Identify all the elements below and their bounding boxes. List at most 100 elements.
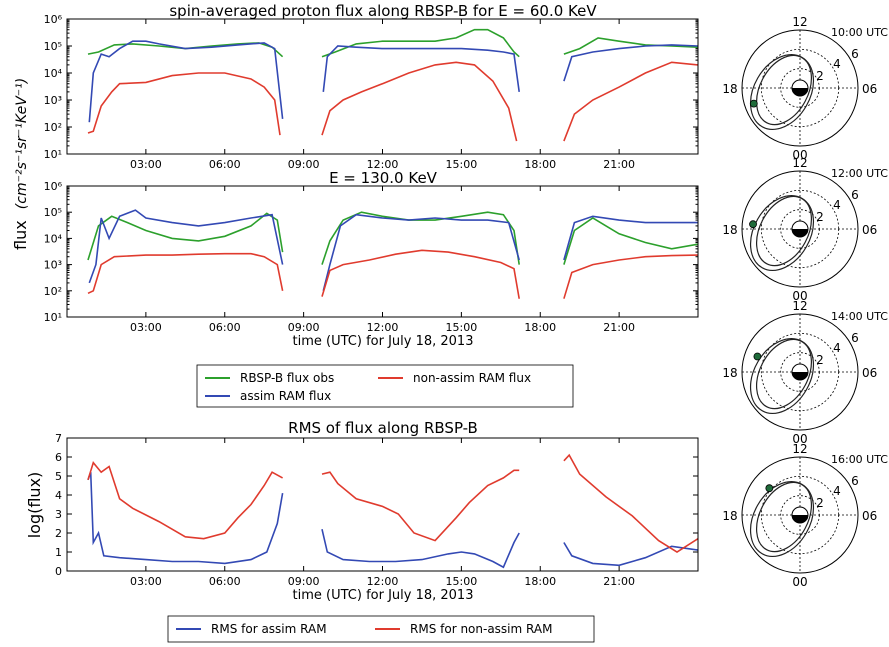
y-tick-label: 10⁵: [44, 40, 62, 53]
ring-label-6: 6: [851, 47, 859, 61]
orbit-path: [755, 54, 813, 126]
x-tick-label: 15:00: [446, 158, 478, 171]
ring-label-4: 4: [833, 341, 841, 355]
series-line-rms-for-non-assim-ram-seg2: [563, 453, 698, 553]
mlt-label-18: 18: [722, 366, 737, 380]
series-line-rms-for-assim-ram-seg0: [87, 471, 284, 565]
ring-label-2: 2: [816, 496, 824, 510]
spacecraft-marker: [765, 484, 774, 493]
x-tick-label: 09:00: [288, 158, 320, 171]
shared-ylabel: flux (cm⁻²s⁻¹sr⁻¹KeV⁻¹): [11, 78, 30, 250]
y-tick-label: 6: [55, 451, 62, 464]
orbit-path: [755, 195, 813, 267]
plot-frame: [66, 185, 699, 318]
x-tick-label: 06:00: [209, 575, 241, 588]
ring-label-4: 4: [833, 198, 841, 212]
y-tick-label: 3: [55, 508, 62, 521]
y-tick-label: 10⁴: [44, 232, 63, 245]
legend-label-nonassim: RMS for non-assim RAM: [410, 622, 552, 636]
y-tick-label: 10³: [44, 259, 62, 272]
ring-label-2: 2: [816, 353, 824, 367]
x-axis-label: time (UTC) for July 18, 2013: [293, 334, 474, 349]
mlt-label-18: 18: [722, 82, 737, 96]
y-tick-label: 10⁶: [44, 180, 63, 193]
y-tick-label: 10³: [44, 94, 62, 107]
series-line-rms-for-non-assim-ram-seg1: [321, 469, 520, 542]
ring-label-2: 2: [816, 210, 824, 224]
x-tick-label: 06:00: [209, 158, 241, 171]
series-line-assim-ram-flux-seg0: [88, 209, 284, 284]
y-tick-label: 10⁴: [44, 67, 63, 80]
x-tick-label: 21:00: [603, 321, 635, 334]
series-line-rbsp-b-flux-obs-seg1: [321, 211, 520, 265]
legend-label-assim: RMS for assim RAM: [211, 622, 327, 636]
orbit-path: [755, 338, 813, 410]
plot-frame: [66, 437, 699, 572]
orbit-plot-2: 12 00 18 06 246 14:00 UTC: [722, 299, 888, 446]
mlt-label-06: 06: [862, 366, 877, 380]
x-tick-label: 18:00: [524, 321, 556, 334]
legend-label-obs: RBSP-B flux obs: [240, 371, 334, 385]
orbit-plot-3: 12 00 18 06 246 16:00 UTC: [722, 442, 888, 589]
legend-label-nonassim: non-assim RAM flux: [413, 371, 531, 385]
y-tick-label: 10⁵: [44, 206, 62, 219]
rms-legend: RMS for assim RAM RMS for non-assim RAM: [167, 615, 595, 643]
series-line-non-assim-ram-flux-seg2: [563, 61, 698, 142]
series-line-assim-ram-flux-seg1: [322, 213, 520, 291]
y-tick-label: 1: [55, 546, 62, 559]
time-label: 10:00 UTC: [831, 26, 888, 39]
x-tick-label: 15:00: [446, 321, 478, 334]
shared-ylabel-units: (cm⁻²s⁻¹sr⁻¹KeV⁻¹): [14, 78, 30, 209]
series-line-rms-for-assim-ram-seg2: [563, 542, 698, 567]
panel-title: E = 130.0 KeV: [329, 169, 438, 187]
y-tick-label: 4: [55, 489, 62, 502]
series-line-assim-ram-flux-seg2: [563, 215, 698, 261]
y-axis-label: log(flux): [25, 472, 44, 539]
legend-label-assim: assim RAM flux: [240, 389, 331, 403]
x-tick-label: 09:00: [288, 575, 320, 588]
series-line-assim-ram-flux-seg0: [88, 40, 284, 123]
earth-night-side: [792, 372, 808, 380]
x-tick-label: 03:00: [130, 321, 162, 334]
y-tick-label: 10²: [44, 121, 62, 134]
mlt-label-18: 18: [722, 223, 737, 237]
spacecraft-marker: [753, 352, 762, 361]
time-label: 16:00 UTC: [831, 453, 888, 466]
mlt-label-00: 00: [792, 148, 807, 162]
flux-panel-60kev: spin-averaged proton flux along RBSP-B f…: [44, 2, 699, 171]
x-tick-label: 21:00: [603, 158, 635, 171]
mlt-label-12: 12: [792, 156, 807, 170]
y-tick-label: 5: [55, 470, 62, 483]
y-tick-label: 10¹: [44, 148, 62, 161]
ring-label-6: 6: [851, 331, 859, 345]
mlt-label-00: 00: [792, 575, 807, 589]
y-tick-label: 0: [55, 565, 62, 578]
x-tick-label: 15:00: [446, 575, 478, 588]
mlt-label-12: 12: [792, 15, 807, 29]
plot-frame: [66, 18, 699, 155]
x-tick-label: 18:00: [524, 575, 556, 588]
ring-label-6: 6: [851, 188, 859, 202]
y-tick-label: 7: [55, 432, 62, 445]
earth-night-side: [792, 515, 808, 523]
earth-night-side: [792, 88, 808, 96]
spacecraft-marker: [749, 220, 757, 229]
mlt-label-18: 18: [722, 509, 737, 523]
series-line-rms-for-assim-ram-seg1: [321, 529, 520, 569]
time-label: 12:00 UTC: [831, 167, 888, 180]
x-tick-label: 03:00: [130, 158, 162, 171]
x-tick-label: 12:00: [367, 575, 399, 588]
mlt-label-00: 00: [792, 432, 807, 446]
series-line-rbsp-b-flux-obs-seg2: [563, 37, 698, 55]
orbit-plot-0: 12 00 18 06 246 10:00 UTC: [722, 15, 888, 162]
mlt-label-12: 12: [792, 299, 807, 313]
ring-label-4: 4: [833, 57, 841, 71]
y-tick-label: 10²: [44, 285, 62, 298]
spacecraft-marker: [749, 99, 758, 108]
series-line-rbsp-b-flux-obs-seg2: [563, 217, 698, 265]
mlt-label-06: 06: [862, 82, 877, 96]
x-tick-label: 06:00: [209, 321, 241, 334]
x-tick-label: 21:00: [603, 575, 635, 588]
ring-label-2: 2: [816, 69, 824, 83]
